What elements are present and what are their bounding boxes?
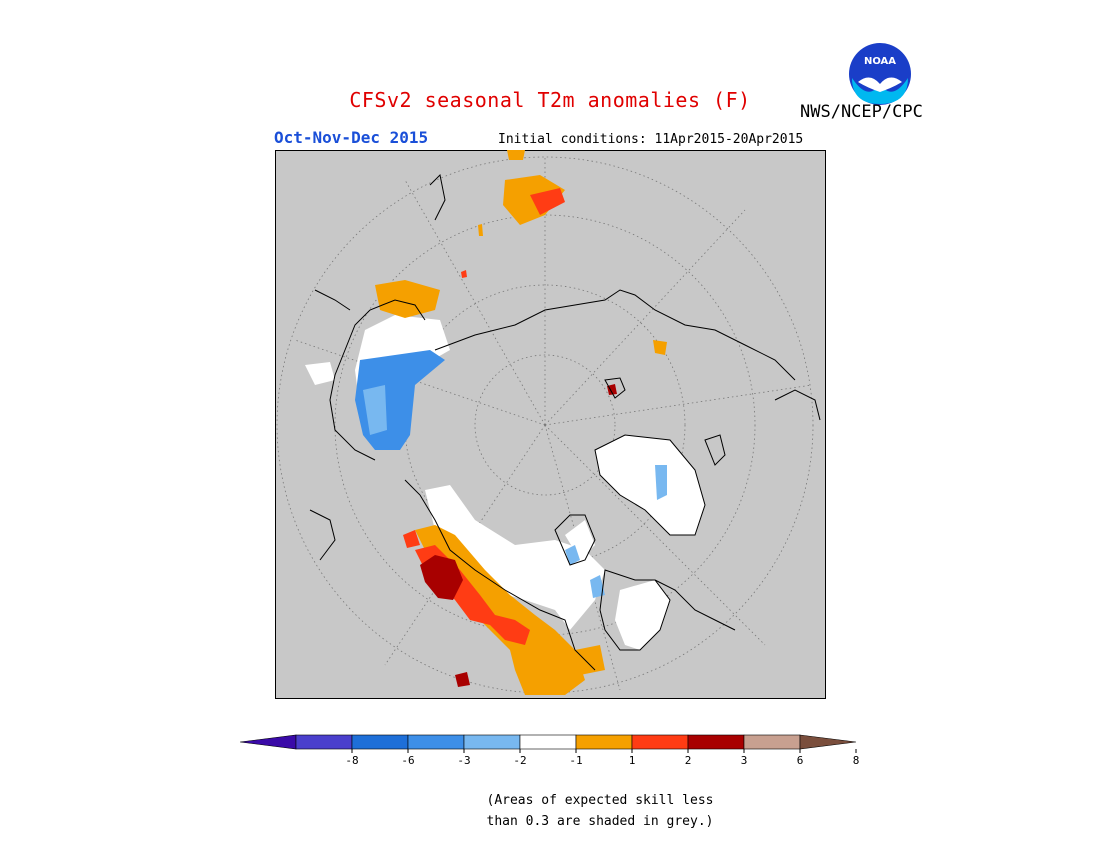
noaa-logo: NOAA bbox=[849, 43, 911, 105]
canada-blue-spots bbox=[565, 545, 605, 598]
colorbar-tick-label: -2 bbox=[513, 754, 526, 767]
season-label: Oct-Nov-Dec 2015 bbox=[274, 128, 429, 147]
colorbar-tick-label: -1 bbox=[569, 754, 582, 767]
greenland-anomalies bbox=[595, 435, 705, 535]
map-title: CFSv2 seasonal T2m anomalies (F) bbox=[349, 88, 751, 112]
europe-orange-north bbox=[375, 280, 440, 318]
canada-white-north bbox=[565, 520, 595, 560]
colorbar-tick-label: -8 bbox=[345, 754, 358, 767]
colorbar-box bbox=[575, 734, 633, 750]
colorbar-arrow-low bbox=[240, 734, 297, 750]
na-darkred-region bbox=[420, 555, 463, 600]
skill-footnote: (Areas of expected skill less than 0.3 a… bbox=[470, 790, 730, 832]
colorbar-box bbox=[687, 734, 745, 750]
colorbar-tick-label: 1 bbox=[629, 754, 636, 767]
siberia-orange-top bbox=[507, 150, 525, 160]
na-darkred-small bbox=[455, 672, 470, 687]
svg-text:NOAA: NOAA bbox=[864, 56, 896, 67]
europe-white-west bbox=[305, 362, 335, 385]
na-white-region bbox=[425, 485, 605, 630]
colorbar-tick-label: 3 bbox=[741, 754, 748, 767]
north-america-anomalies bbox=[403, 485, 670, 695]
na-red-coast bbox=[403, 530, 420, 548]
svalbard-darkred bbox=[607, 384, 617, 395]
eurasia-anomalies bbox=[305, 150, 667, 450]
colorbar-box bbox=[519, 734, 577, 750]
colorbar-arrow-high bbox=[799, 734, 857, 750]
siberia-red bbox=[530, 188, 565, 215]
colorbar-box bbox=[631, 734, 689, 750]
colorbar-tick-label: 2 bbox=[685, 754, 692, 767]
colorbar-box bbox=[295, 734, 353, 750]
colorbar-box bbox=[351, 734, 409, 750]
scandinavia-orange bbox=[653, 340, 667, 355]
europe-lightblue bbox=[363, 385, 387, 435]
agency-label: NWS/NCEP/CPC bbox=[800, 102, 923, 122]
colorbar-box bbox=[463, 734, 521, 750]
polar-map bbox=[275, 150, 826, 699]
initial-conditions-label: Initial conditions: 11Apr2015-20Apr2015 bbox=[498, 132, 804, 147]
coastlines bbox=[309, 173, 821, 671]
footnote-line-1: (Areas of expected skill less bbox=[486, 793, 714, 808]
small-red-dot-1 bbox=[461, 270, 467, 278]
hudson-white bbox=[615, 580, 670, 650]
colorbar-box bbox=[407, 734, 465, 750]
na-orange-east bbox=[575, 645, 605, 675]
colorbar-box bbox=[743, 734, 801, 750]
colorbar-tick-label: -3 bbox=[457, 754, 470, 767]
footnote-line-2: than 0.3 are shaded in grey.) bbox=[486, 814, 714, 829]
colorbar-legend: -8 -6 -3 -2 -1 1 2 3 6 8 bbox=[240, 734, 860, 767]
colorbar-tick-label: 8 bbox=[853, 754, 860, 767]
colorbar-tick-label: 6 bbox=[797, 754, 804, 767]
colorbar-tick-label: -6 bbox=[401, 754, 414, 767]
small-orange-dot bbox=[478, 224, 483, 236]
